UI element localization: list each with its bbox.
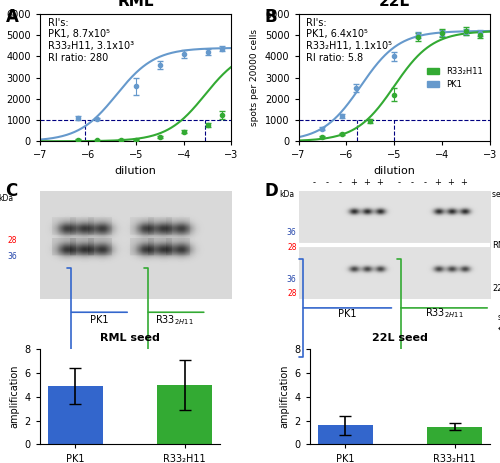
- Y-axis label: amplification: amplification: [279, 365, 289, 428]
- Text: RI's:
PK1, 6.4x10⁵
R33₂H11, 1.1x10⁵
RI ratio: 5.8: RI's: PK1, 6.4x10⁵ R33₂H11, 1.1x10⁵ RI r…: [306, 18, 392, 63]
- Bar: [158, 385, 212, 444]
- Y-axis label: amplification: amplification: [9, 365, 19, 428]
- Bar: [318, 425, 372, 444]
- Text: B: B: [264, 7, 276, 25]
- Text: +: +: [350, 178, 357, 187]
- Text: substrate
←: substrate ←: [498, 313, 500, 333]
- Text: 28: 28: [8, 236, 17, 245]
- Text: PK1: PK1: [338, 308, 356, 319]
- Text: 36: 36: [8, 252, 17, 261]
- Text: kDa: kDa: [280, 190, 294, 199]
- Text: 22L: 22L: [492, 284, 500, 293]
- Bar: [48, 386, 102, 444]
- Text: 36: 36: [287, 228, 296, 237]
- Text: PK1: PK1: [90, 315, 108, 325]
- X-axis label: dilution: dilution: [115, 166, 156, 176]
- X-axis label: dilution: dilution: [374, 166, 415, 176]
- Text: -: -: [339, 178, 342, 187]
- Text: 28: 28: [287, 243, 296, 252]
- Text: +: +: [363, 178, 370, 187]
- Text: C: C: [6, 182, 18, 200]
- Text: seed ↓: seed ↓: [492, 190, 500, 199]
- Text: kDa: kDa: [0, 194, 13, 203]
- Text: R33$_{2H11}$: R33$_{2H11}$: [154, 313, 194, 327]
- Text: +: +: [434, 178, 441, 187]
- Text: -: -: [326, 178, 328, 187]
- Title: 22L seed: 22L seed: [372, 332, 428, 343]
- Text: 36: 36: [287, 275, 296, 284]
- Text: -: -: [410, 178, 413, 187]
- Legend: R33₂H11, PK1: R33₂H11, PK1: [423, 63, 486, 92]
- Text: -: -: [312, 178, 316, 187]
- Text: RI's:
PK1, 8.7x10⁵
R33₂H11, 3.1x10³
RI ratio: 280: RI's: PK1, 8.7x10⁵ R33₂H11, 3.1x10³ RI r…: [48, 18, 134, 63]
- Bar: [428, 426, 482, 444]
- Y-axis label: spots per 20000 cells: spots per 20000 cells: [0, 29, 1, 126]
- Text: RML: RML: [492, 241, 500, 250]
- Title: 22L: 22L: [378, 0, 410, 8]
- Text: +: +: [460, 178, 468, 187]
- Text: A: A: [6, 7, 18, 25]
- Text: +: +: [448, 178, 454, 187]
- Text: -: -: [397, 178, 400, 187]
- Text: D: D: [264, 182, 278, 200]
- Title: RML seed: RML seed: [100, 332, 160, 343]
- Title: RML: RML: [118, 0, 154, 8]
- Y-axis label: spots per 20000 cells: spots per 20000 cells: [250, 29, 260, 126]
- Text: +: +: [376, 178, 383, 187]
- Text: 28: 28: [287, 289, 296, 298]
- Text: -: -: [423, 178, 426, 187]
- Text: R33$_{2H11}$: R33$_{2H11}$: [424, 307, 464, 320]
